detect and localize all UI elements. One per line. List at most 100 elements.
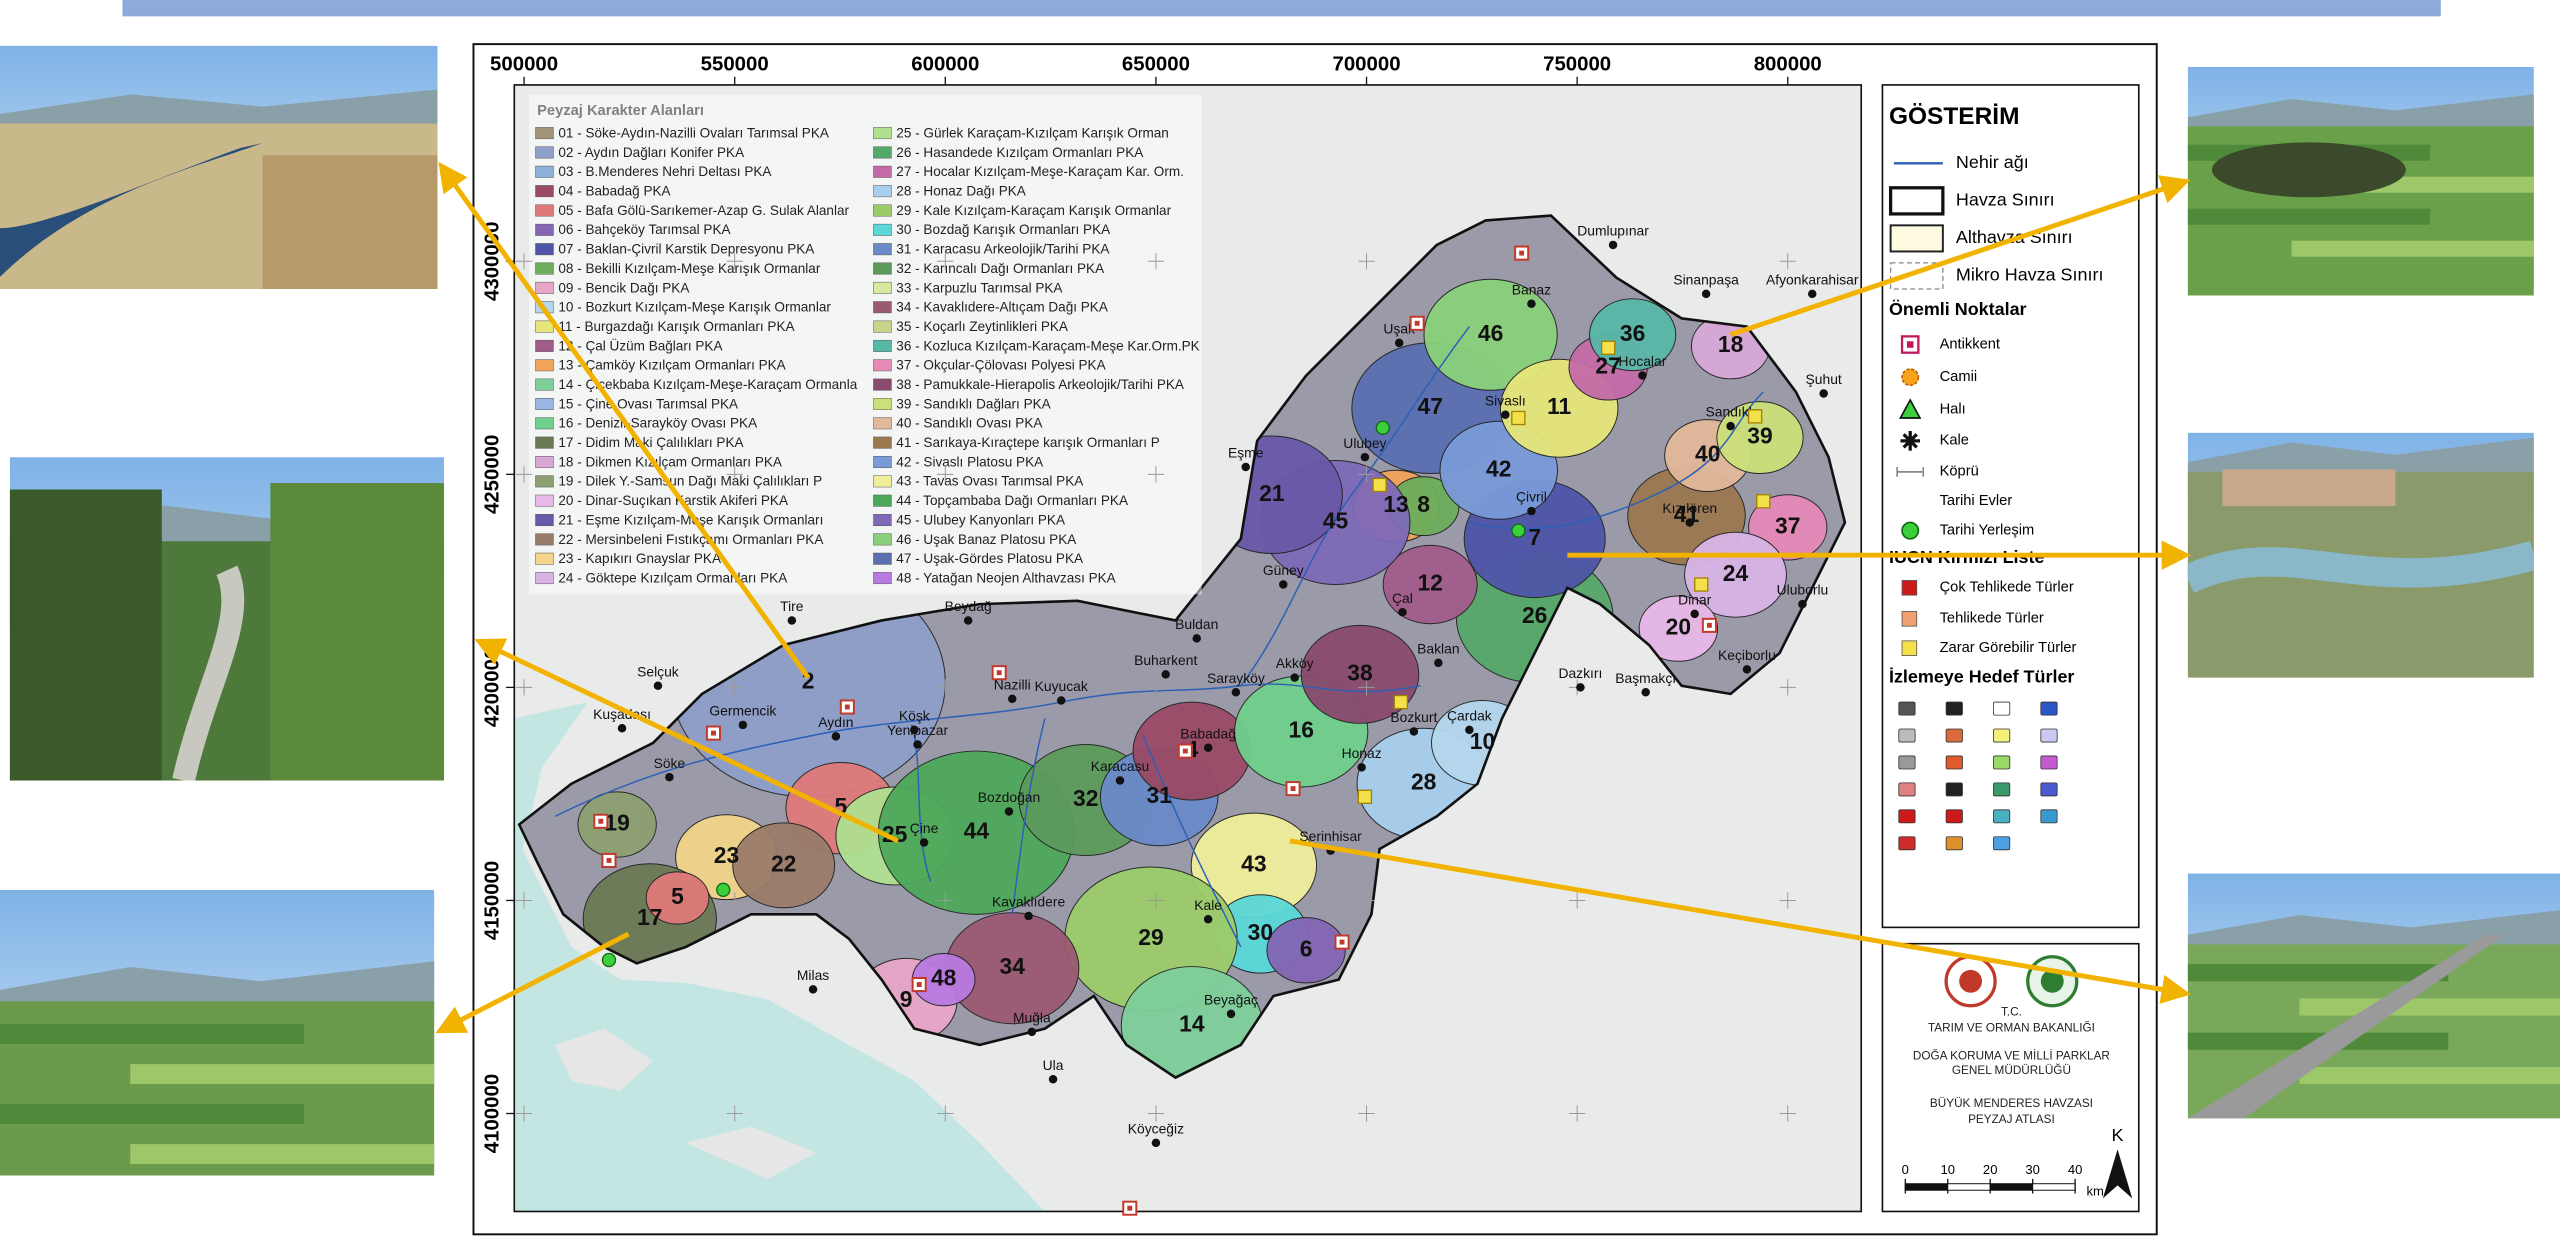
target-species-icon — [2040, 755, 2058, 770]
species-symbol — [1756, 494, 1771, 509]
place-name: Çine — [910, 820, 939, 836]
photo-content — [0, 45, 438, 290]
place-dot — [1024, 911, 1033, 921]
grid-cross — [726, 466, 743, 483]
grid-cross — [937, 1105, 954, 1122]
place-name: Banaz — [1512, 281, 1551, 297]
poi-symbol-core — [916, 982, 922, 987]
area-swatch — [873, 281, 892, 294]
river — [1011, 718, 1046, 915]
target-species-icon — [1898, 701, 1916, 716]
area-swatch — [535, 572, 554, 585]
poi-symbol-core — [844, 704, 850, 710]
region-number: 29 — [1138, 924, 1163, 950]
logo-text: GENEL MÜDÜRLÜĞÜ — [1952, 1064, 2071, 1077]
place-dot — [787, 616, 797, 625]
place-name: Ulubey — [1343, 435, 1386, 451]
grid-cross — [937, 679, 954, 696]
ministry-logo-core — [1959, 969, 1983, 993]
target-species-icon — [2040, 701, 2058, 716]
grid-cross — [1358, 466, 1375, 483]
region-number: 39 — [1747, 423, 1772, 449]
area-legend-label: 38 - Pamukkale-Hierapolis Arkeolojik/Tar… — [896, 377, 1185, 392]
x-coordinate-label: 700000 — [1333, 54, 1401, 76]
place-name: Buldan — [1175, 616, 1218, 632]
photo-hills — [0, 89, 438, 127]
area-legend-label: 19 - Dilek Y.-Samsun Dağı Maki Çalılıkla… — [558, 474, 822, 489]
target-species-icon — [1945, 728, 1963, 743]
area-swatch — [535, 223, 554, 236]
area-legend-label: 07 - Baklan-Çivril Karstik Depresyonu PK… — [558, 242, 815, 257]
place-name: Kavaklıdere — [992, 894, 1065, 910]
area-swatch — [873, 127, 892, 140]
grid-cross — [1358, 1105, 1375, 1122]
target-species-icon — [1993, 836, 2011, 851]
grid-cross — [1358, 253, 1375, 270]
region-number: 27 — [1595, 352, 1620, 378]
area-swatch — [873, 204, 892, 217]
grid-cross — [937, 253, 954, 270]
legend-label: Mikro Havza Sınırı — [1956, 265, 2104, 285]
region-number: 6 — [1300, 935, 1313, 961]
photo-content — [9, 457, 445, 781]
area-swatch — [873, 436, 892, 449]
island — [555, 1028, 654, 1091]
species-symbol — [1511, 410, 1526, 426]
logo-text: PEYZAJ ATLASI — [1968, 1113, 2055, 1126]
area-swatch — [535, 514, 554, 526]
place-name: Tire — [780, 598, 804, 614]
place-dot — [1501, 410, 1510, 419]
place-name: Ula — [1043, 1057, 1064, 1073]
place-name: Dinar — [1678, 592, 1712, 608]
river — [1240, 326, 1470, 687]
place-dot — [1027, 1027, 1037, 1037]
region-number: 20 — [1666, 614, 1691, 640]
target-species-icon — [1993, 701, 2011, 716]
legend-label: Köprü — [1940, 464, 1979, 480]
region-number: 47 — [1417, 393, 1442, 419]
poi-symbol-core — [996, 670, 1002, 676]
basin-outline — [517, 214, 1847, 1080]
place-name: Selçuk — [637, 663, 679, 679]
area-swatch — [873, 417, 892, 430]
place-dot — [1701, 289, 1711, 299]
target-species-icon — [1993, 809, 2011, 824]
area-legend-label: 43 - Tavas Ovası Tarımsal PKA — [896, 474, 1084, 489]
scale-segment — [1989, 1183, 2034, 1191]
scale-label: 40 — [2068, 1162, 2083, 1177]
place-name: Dazkırı — [1558, 665, 1602, 681]
area-legend-label: 15 - Çine Ovası Tarımsal PKA — [558, 396, 739, 411]
region-number: 31 — [1146, 782, 1172, 808]
grid-cross — [726, 253, 743, 270]
photo-content — [2187, 66, 2534, 296]
area-swatch — [535, 456, 554, 468]
icon-tarihi-yerlesim — [1901, 521, 1920, 540]
landscape-region — [577, 791, 657, 858]
place-name: Akköy — [1276, 655, 1314, 671]
logo-text: BÜYÜK MENDERES HAVZASI — [1930, 1097, 2093, 1110]
grid-cross — [1568, 466, 1586, 483]
place-name: Babadağ — [1180, 725, 1236, 741]
region-number: 9 — [900, 986, 913, 1012]
photo-road — [2187, 934, 2505, 1119]
poi-symbol-core — [1519, 250, 1525, 256]
area-legend-label: 20 - Dinar-Suçıkan Karstik Akiferi PKA — [558, 493, 789, 508]
region-number: 22 — [771, 850, 796, 876]
area-swatch — [873, 165, 892, 178]
place-dot — [1819, 389, 1828, 398]
area-legend-label: 23 - Kapıkırı Gnayslar PKA — [558, 551, 722, 566]
target-species-icon — [1945, 836, 1963, 851]
callout-arrow — [1289, 838, 2191, 1004]
x-coordinate-label: 750000 — [1543, 54, 1611, 76]
area-legend-label: 35 - Koçarlı Zeytinlikleri PKA — [896, 319, 1069, 334]
poi-symbol-core — [1706, 622, 1712, 628]
area-swatch — [873, 146, 892, 159]
area-legend-label: 17 - Didim Maki Çalılıkları PKA — [558, 435, 744, 450]
place-dot — [1161, 670, 1170, 679]
region-number: 18 — [1718, 331, 1743, 357]
area-legend-label: 44 - Topçambaba Dağı Ormanları PKA — [896, 493, 1129, 508]
target-species-icon — [2040, 728, 2058, 743]
target-species-icon — [1945, 809, 1963, 824]
photo-field-strip — [0, 1104, 304, 1125]
scale-segment — [1904, 1183, 1949, 1191]
